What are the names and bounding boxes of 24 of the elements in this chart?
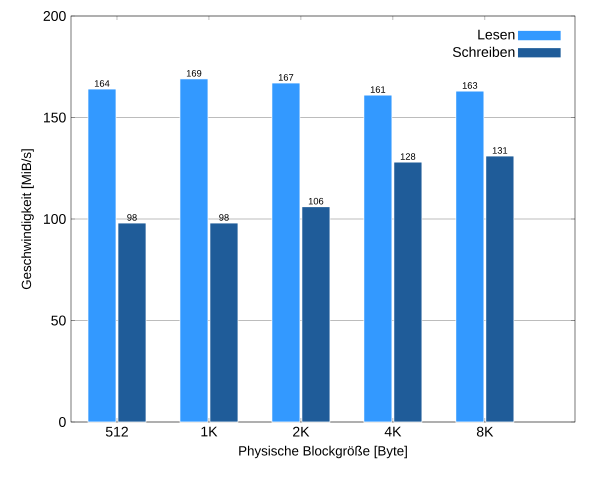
legend-label: Schreiben (452, 46, 514, 57)
x-tick-label: 8K (476, 426, 494, 437)
y-tick-label: 150 (44, 112, 66, 122)
data-label: 106 (308, 198, 324, 204)
data-label: 98 (219, 214, 229, 221)
data-label: 98 (127, 214, 137, 221)
x-tick-label: 4K (384, 426, 402, 436)
y-tick-label: 50 (51, 316, 66, 326)
data-label: 169 (186, 70, 202, 77)
x-axis-title: Physische Blockgröße [Byte] (239, 446, 407, 458)
x-tick-label: 512 (106, 426, 128, 437)
data-label: 161 (370, 86, 386, 93)
y-tick-label: 100 (44, 214, 66, 224)
data-label: 164 (94, 80, 110, 87)
x-tick-label: 2K (293, 426, 310, 436)
y-tick-label: 200 (44, 11, 66, 21)
x-tick-label: 1K (201, 426, 218, 436)
data-label: 167 (278, 74, 294, 81)
legend-label: Lesen (478, 30, 514, 40)
y-tick-label: 0 (59, 417, 66, 427)
data-label: 163 (462, 82, 478, 89)
data-label: 131 (492, 147, 508, 154)
data-label: 128 (400, 153, 416, 160)
y-axis-title: Geschwindigkeit [MiB/s] (21, 149, 34, 290)
